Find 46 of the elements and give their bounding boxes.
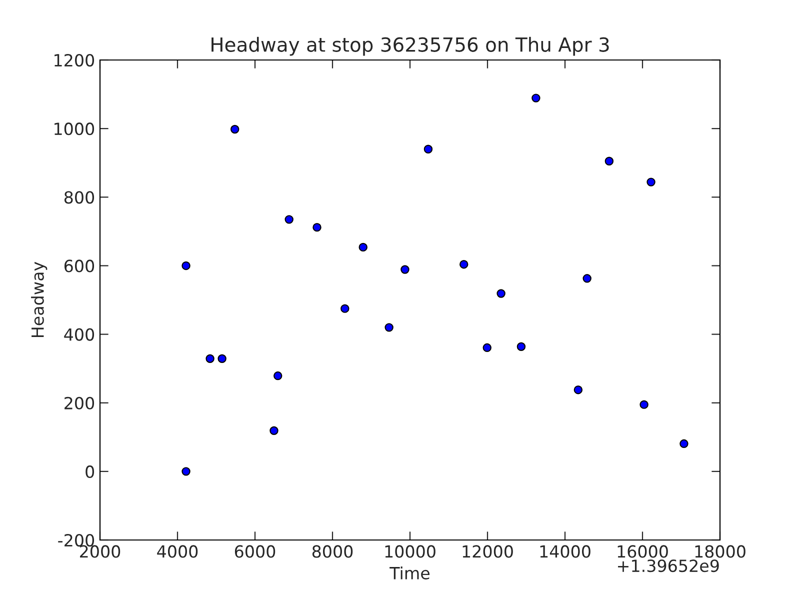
y-tick-label: 1000 (54, 122, 94, 136)
point (496, 289, 506, 298)
text: +1.39652e9 (618, 559, 719, 572)
point (206, 354, 214, 363)
chart-title: Headway at stop 36235756 on Thu Apr 3 (212, 36, 609, 56)
x-tick-label: 6000 (234, 545, 276, 558)
x-tick-label: 8000 (312, 545, 353, 558)
point (532, 94, 540, 102)
y-tick-label: 1200 (54, 54, 94, 67)
x-tick-label: 2000 (80, 545, 120, 558)
x-tick-label: 4000 (157, 545, 198, 558)
point (516, 342, 526, 351)
x-tick-label: 10000 (385, 545, 436, 558)
point (460, 260, 468, 269)
y-axis-title: Headway (31, 262, 48, 338)
point (182, 467, 190, 476)
x-axis-title: Time (390, 566, 430, 580)
point (400, 265, 410, 274)
point (680, 439, 688, 448)
point (424, 144, 433, 154)
x-tick-label: 16000 (618, 545, 668, 558)
point (582, 274, 592, 283)
point (270, 426, 278, 435)
point (182, 261, 190, 270)
y-tick-label: 600 (64, 260, 94, 272)
x-tick-label: 14000 (540, 545, 590, 558)
point (284, 215, 294, 224)
y-tick-label: 400 (64, 328, 94, 341)
point (340, 304, 350, 313)
y-tick-label: 200 (64, 396, 94, 410)
point (604, 156, 614, 166)
point (230, 124, 240, 134)
point (218, 354, 226, 363)
y-tick-label: 0 (86, 465, 94, 478)
point (384, 323, 394, 332)
y-tick-label: 800 (64, 191, 94, 204)
y-tick-label: -200 (58, 534, 94, 547)
point (274, 371, 282, 380)
point (312, 222, 322, 232)
point (646, 178, 656, 186)
point (482, 343, 492, 352)
point (640, 400, 648, 409)
x-tick-label: 12000 (462, 545, 513, 558)
x-tick-label: 18000 (695, 545, 746, 558)
point (358, 242, 368, 252)
point (574, 385, 583, 394)
